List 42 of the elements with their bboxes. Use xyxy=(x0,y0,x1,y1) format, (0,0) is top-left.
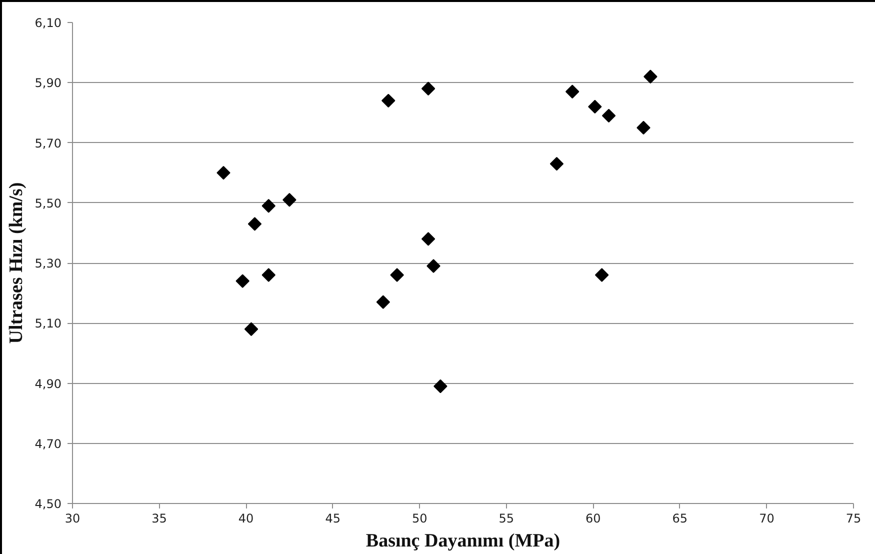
point xyxy=(550,156,564,171)
point xyxy=(382,94,396,108)
y-tick-label: 5,30 xyxy=(34,256,62,270)
y-tick-label: 5,90 xyxy=(34,76,62,90)
y-tick-label: 5,70 xyxy=(34,136,62,150)
x-tick-label: 40 xyxy=(238,512,254,526)
x-tick-label: 45 xyxy=(325,512,340,526)
y-tick-label: 6,10 xyxy=(34,16,62,30)
point xyxy=(248,217,262,231)
point xyxy=(236,274,250,288)
x-tick-label: 65 xyxy=(672,512,688,526)
y-axis-title: Ultrases Hızı (km/s) xyxy=(6,182,27,344)
x-tick-label: 75 xyxy=(846,512,862,526)
point xyxy=(262,268,276,282)
point xyxy=(644,70,658,84)
point xyxy=(565,84,580,99)
y-tick-label: 5,50 xyxy=(34,196,62,210)
point xyxy=(588,100,602,114)
x-tick-label: 35 xyxy=(152,512,167,526)
point xyxy=(390,268,404,282)
y-tick-label: 4,50 xyxy=(34,497,62,511)
point xyxy=(282,193,296,207)
x-tick-label: 55 xyxy=(498,512,514,526)
y-tick-label: 4,70 xyxy=(34,436,62,451)
point xyxy=(434,379,448,394)
point xyxy=(421,82,436,96)
point xyxy=(376,295,390,309)
y-tick-label: 4,90 xyxy=(34,376,62,391)
x-tick-label: 50 xyxy=(412,512,428,526)
point xyxy=(244,322,258,336)
point xyxy=(426,259,440,273)
x-tick-label: 70 xyxy=(759,512,774,526)
point xyxy=(602,108,616,123)
point xyxy=(421,232,436,246)
x-axis-title: Basınç Dayanımı (MPa) xyxy=(366,530,560,552)
y-tick-label: 5,10 xyxy=(34,316,62,331)
point xyxy=(594,268,609,282)
point xyxy=(262,199,276,213)
point xyxy=(216,166,230,180)
x-tick-label: 60 xyxy=(586,512,601,526)
point xyxy=(636,120,650,135)
x-tick-label: 30 xyxy=(64,512,80,526)
